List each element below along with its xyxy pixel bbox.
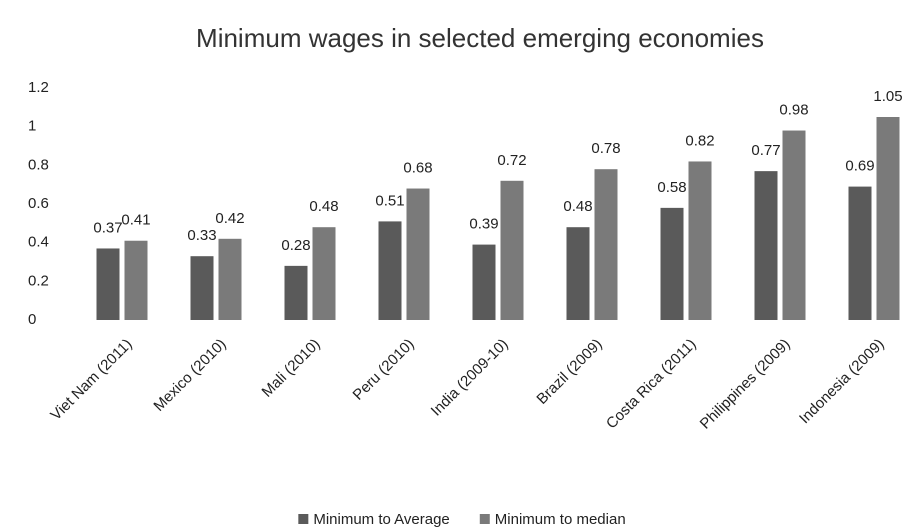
bar — [566, 227, 590, 320]
y-tick-label: 0 — [28, 311, 36, 328]
bar — [688, 161, 712, 320]
data-label: 0.28 — [281, 237, 310, 254]
data-label: 0.39 — [469, 216, 498, 233]
bar — [96, 248, 120, 320]
bar — [660, 207, 684, 320]
data-label: 0.82 — [685, 132, 714, 149]
data-label: 0.48 — [309, 198, 338, 215]
bar — [124, 240, 148, 320]
data-label: 0.33 — [187, 227, 216, 244]
y-tick-label: 0.8 — [28, 156, 49, 173]
x-tick-label: Costa Rica (2011) — [603, 336, 700, 433]
legend-swatch — [479, 514, 490, 524]
x-tick-label: Indonesia (2009) — [796, 336, 888, 428]
bar — [406, 188, 430, 320]
chart-title: Minimum wages in selected emerging econo… — [196, 23, 764, 53]
legend-label: Minimum to median — [495, 511, 626, 528]
bar — [594, 169, 618, 320]
data-label: 0.51 — [375, 192, 404, 209]
data-label: 0.37 — [93, 219, 122, 236]
y-tick-label: 1 — [28, 118, 36, 135]
data-label: 0.68 — [403, 160, 432, 177]
data-label: 0.77 — [751, 142, 780, 159]
bar — [190, 256, 214, 320]
data-label: 0.78 — [591, 140, 620, 157]
data-label: 0.42 — [215, 210, 244, 227]
bar — [848, 186, 872, 320]
legend-label: Minimum to Average — [313, 511, 449, 528]
y-tick-label: 0.2 — [28, 272, 49, 289]
data-label: 0.69 — [845, 158, 874, 175]
data-label: 0.58 — [657, 179, 686, 196]
data-label: 0.48 — [563, 198, 592, 215]
y-tick-label: 0.4 — [28, 234, 49, 251]
x-tick-label: Brazil (2009) — [533, 336, 605, 408]
x-tick-label: India (2009-10) — [428, 336, 512, 420]
data-label: 1.05 — [873, 88, 902, 105]
bar — [284, 265, 308, 320]
y-tick-label: 0.6 — [28, 195, 49, 212]
data-label: 0.72 — [497, 152, 526, 169]
data-label: 0.41 — [121, 212, 150, 229]
x-tick-label: Viet Nam (2011) — [47, 336, 135, 424]
bar — [312, 227, 336, 320]
bar — [782, 130, 806, 320]
bar — [472, 244, 496, 320]
bar — [500, 180, 524, 320]
bar — [754, 171, 778, 320]
bar — [218, 238, 242, 320]
x-tick-label: Mali (2010) — [259, 336, 324, 401]
x-tick-label: Peru (2010) — [350, 336, 418, 404]
legend-swatch — [298, 514, 309, 524]
data-label: 0.98 — [779, 102, 808, 119]
x-tick-label: Mexico (2010) — [150, 336, 229, 415]
x-tick-label: Philippines (2009) — [697, 336, 794, 433]
bar — [378, 221, 402, 320]
bar — [876, 117, 900, 320]
y-tick-label: 1.2 — [28, 79, 49, 96]
